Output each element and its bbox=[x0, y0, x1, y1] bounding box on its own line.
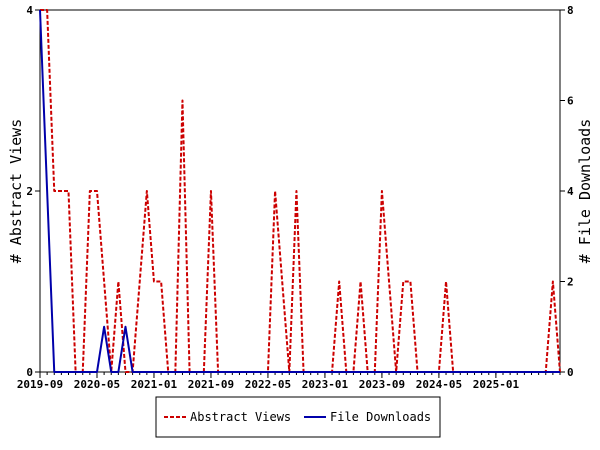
x-tick-label: 2022-05 bbox=[245, 378, 291, 391]
left-y-axis: 0 2 4 bbox=[26, 4, 40, 379]
x-tick-label: 2020-05 bbox=[74, 378, 120, 391]
right-y-tick-label: 6 bbox=[567, 95, 574, 108]
right-y-tick-label: 4 bbox=[567, 185, 574, 198]
x-tick-label: 2025-01 bbox=[473, 378, 520, 391]
right-axis-title: # File Downloads bbox=[576, 119, 594, 264]
file-downloads-series-line bbox=[39, 9, 560, 373]
x-tick-label: 2024-05 bbox=[416, 378, 462, 391]
left-y-tick-label: 4 bbox=[26, 4, 33, 17]
right-y-axis: 0 2 4 6 8 bbox=[560, 4, 574, 379]
x-axis: 2019-09 2020-05 2021-01 2021-09 2022-05 2023-… bbox=[17, 372, 561, 391]
left-y-tick-label: 2 bbox=[26, 185, 33, 198]
plot-area bbox=[39, 9, 561, 373]
left-y-tick-label: 0 bbox=[26, 366, 33, 379]
x-tick-label: 2023-01 bbox=[302, 378, 349, 391]
series-layer bbox=[39, 9, 561, 373]
legend: Abstract Views File Downloads bbox=[155, 396, 441, 438]
right-y-tick-label: 8 bbox=[567, 4, 574, 17]
legend-abstract-views-label: Abstract Views bbox=[190, 410, 291, 424]
x-tick-label: 2023-09 bbox=[359, 378, 405, 391]
left-axis-title: # Abstract Views bbox=[7, 119, 25, 264]
right-y-tick-label: 0 bbox=[567, 366, 574, 379]
x-tick-label: 2021-01 bbox=[131, 378, 178, 391]
x-tick-label: 2019-09 bbox=[17, 378, 63, 391]
legend-box bbox=[155, 396, 441, 438]
x-tick-label: 2021-09 bbox=[188, 378, 234, 391]
right-y-tick-label: 2 bbox=[567, 276, 574, 289]
legend-file-downloads-label: File Downloads bbox=[330, 410, 431, 424]
